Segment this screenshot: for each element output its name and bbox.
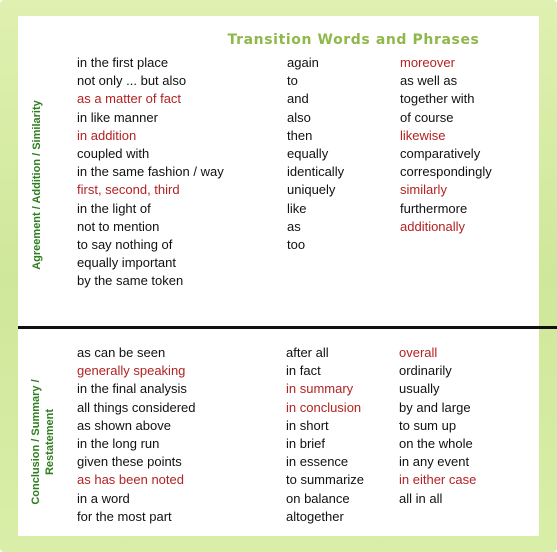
transition-phrase: of course [400,109,454,125]
transition-phrase: too [287,237,306,253]
transition-phrase: in conclusion [286,399,362,415]
section2-column1: as can be seen generally speaking in the f… [77,344,196,526]
transition-phrase: and [287,91,309,107]
transition-phrase: as [287,218,301,234]
transition-phrase: likewise [400,127,446,143]
transition-phrase: similarly [400,182,447,198]
transition-phrase: all things considered [77,399,196,415]
transition-phrase: as a matter of fact [77,91,182,107]
transition-phrase: coupled with [77,146,150,162]
transition-phrase: moreover [400,55,455,70]
section-label-conclusion: Conclusion / Summary / Restatement [29,347,57,537]
transition-phrase: comparatively [400,146,481,162]
transition-phrase: to [287,73,298,89]
transition-phrase: equally important [77,255,176,271]
transition-phrase: first, second, third [77,182,180,198]
transition-phrase: in the first place [77,55,169,70]
transition-phrase: by the same token [77,273,184,289]
transition-phrase: then [287,127,313,143]
transition-phrase: as well as [400,73,458,89]
transition-phrase: in short [286,417,329,433]
transition-phrase: furthermore [400,200,468,216]
transition-phrase: in any event [399,454,470,470]
transition-phrase: in the same fashion / way [77,164,224,180]
transition-phrase: again [287,55,319,70]
section-divider [18,326,557,329]
transition-phrase: together with [400,91,475,107]
transition-phrase: in the final analysis [77,381,187,397]
section1-column2: again to and also then equally identically uniq… [287,54,344,254]
transition-phrase: also [287,109,311,125]
transition-phrase: in like manner [77,109,158,125]
transition-phrase: generally speaking [77,363,186,379]
transition-phrase: in the long run [77,436,160,452]
transition-phrase: on balance [286,490,350,506]
transition-phrase: in essence [286,454,349,470]
section-label-agreement: Agreement / Addition / Similarity [31,100,43,270]
transition-phrase: equally [287,146,329,162]
transition-phrase: usually [399,381,440,397]
section2-column2: after all in fact in summary in conclusion i… [286,344,364,526]
section1-column1: in the first place not only ... but also a… [77,54,224,291]
section1-column3: moreover as well as together with of course… [400,54,492,236]
transition-phrase: to summarize [286,472,365,488]
transition-phrase: not only ... but also [77,73,187,89]
transition-phrase: altogether [286,508,344,524]
transition-phrase: given these points [77,454,182,470]
transition-phrase: in summary [286,381,354,397]
transition-phrase: like [287,200,307,216]
transition-phrase: on the whole [399,436,473,452]
transition-phrase: correspondingly [400,164,492,180]
page-title: Transition Words and Phrases [227,32,480,48]
transition-phrase: as has been noted [77,472,184,488]
transition-phrase: uniquely [287,182,336,198]
transition-phrase: in fact [286,363,321,379]
transition-phrase: to say nothing of [77,237,173,253]
transition-phrase: overall [399,345,438,360]
transition-phrase: in addition [77,127,137,143]
transition-phrase: for the most part [77,508,172,524]
transition-phrase: in either case [399,472,477,488]
section2-column3: overall ordinarily usually by and large to s… [399,344,476,508]
transition-phrase: ordinarily [399,363,452,379]
transition-phrase: in a word [77,490,130,506]
transition-phrase: not to mention [77,218,160,234]
content-panel: Transition Words and Phrases Agreement /… [18,16,557,537]
transition-phrase: all in all [399,490,443,506]
transition-phrase: as shown above [77,417,171,433]
transition-phrase: after all [286,345,329,360]
transition-phrase: in brief [286,436,326,452]
transition-phrase: to sum up [399,417,457,433]
transition-phrase: identically [287,164,345,180]
section-label-line: Conclusion / Summary / [30,379,42,505]
section-label-line: Restatement [44,408,56,476]
transition-phrase: additionally [400,218,466,234]
transition-phrase: by and large [399,399,471,415]
transition-phrase: in the light of [77,200,151,216]
transition-phrase: as can be seen [77,345,166,360]
